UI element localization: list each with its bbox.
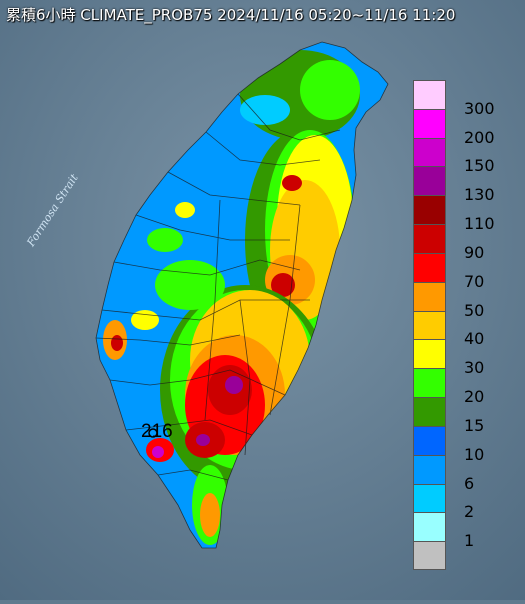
legend-swatch — [413, 310, 446, 340]
legend-swatch — [413, 224, 446, 253]
legend-swatch — [413, 166, 446, 196]
legend-swatch — [413, 483, 446, 513]
legend-swatch — [413, 368, 446, 398]
legend-label: 2 — [464, 502, 475, 522]
legend-swatch — [413, 454, 446, 484]
legend-label: 130 — [464, 185, 495, 205]
legend-label: 200 — [464, 127, 495, 147]
max-marker — [148, 428, 158, 438]
legend-label: 70 — [464, 271, 485, 291]
legend-swatch — [413, 252, 446, 282]
legend-label: 1 — [464, 531, 475, 551]
legend-swatch — [413, 512, 446, 542]
legend-label: 150 — [464, 156, 495, 176]
legend-label: 50 — [464, 300, 485, 320]
legend-swatch — [413, 339, 446, 369]
legend-label: 6 — [464, 473, 475, 493]
legend-label: 300 — [464, 98, 495, 118]
legend-swatch — [413, 195, 446, 225]
legend-swatch — [413, 541, 446, 570]
legend-label: 10 — [464, 444, 485, 464]
legend-swatch — [413, 281, 446, 311]
legend-label: 30 — [464, 358, 485, 378]
legend-label: 40 — [464, 329, 485, 349]
legend-label: 15 — [464, 415, 485, 435]
county-boundaries — [95, 41, 389, 549]
legend-swatch — [413, 425, 446, 455]
legend-swatch — [413, 80, 446, 109]
max-value-label: 216 — [141, 421, 173, 442]
map-title: 累積6小時 CLIMATE_PROB75 2024/11/16 05:20~11… — [6, 6, 456, 24]
legend-label: 20 — [464, 387, 485, 407]
legend-swatch — [413, 137, 446, 167]
rainfall-legend: 300 200 150 130 110 90 70 50 40 30 20 15 10 6 2 1 — [413, 80, 513, 570]
legend-label: 90 — [464, 242, 485, 262]
legend-swatch — [413, 108, 446, 138]
legend-label: 110 — [464, 214, 495, 234]
legend-swatch — [413, 397, 446, 426]
